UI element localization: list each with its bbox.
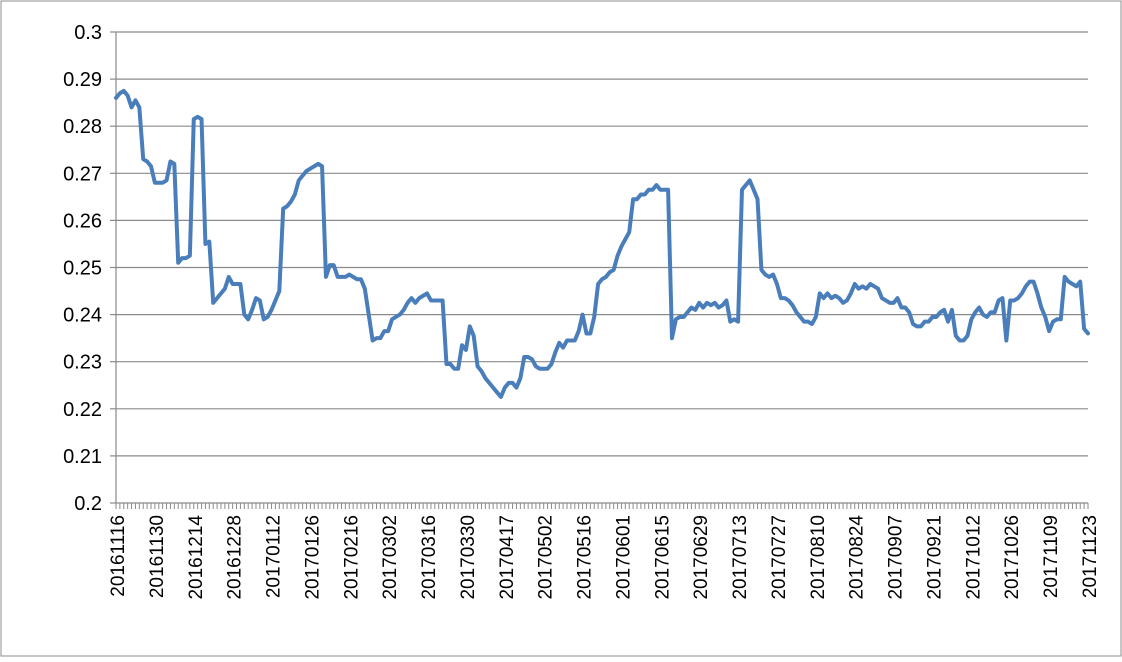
- x-tick-label: 20170713: [730, 515, 751, 600]
- x-tick-label: 20161214: [186, 515, 207, 600]
- x-tick-label: 20170601: [613, 515, 634, 600]
- x-tick-label: 20171012: [963, 515, 984, 600]
- y-tick-label: 0.3: [74, 22, 102, 44]
- x-tick-label: 20170921: [924, 515, 945, 600]
- series-layer: [114, 88, 1090, 400]
- y-tick-label: 0.29: [63, 69, 102, 91]
- gridlines: [116, 31, 1088, 457]
- x-tick-label: 20170629: [691, 515, 712, 600]
- x-tick-label: 20170330: [458, 515, 479, 600]
- y-tick-label: 0.22: [63, 399, 102, 421]
- series-line: [114, 88, 1090, 400]
- x-tick-label: 20170316: [419, 515, 440, 600]
- x-axis-ticks: 20161116 20161130 20161214 20161228 20170112…: [108, 503, 1101, 600]
- x-tick-label: 20171026: [1002, 515, 1023, 600]
- x-tick-label: 20170907: [886, 515, 907, 600]
- x-tick-label: 20161130: [147, 515, 168, 598]
- x-tick-label: 20170112: [264, 515, 285, 598]
- x-tick-label: 20170126: [302, 515, 323, 600]
- x-tick-label: 20170824: [847, 515, 868, 600]
- x-tick-label: 20170810: [808, 515, 829, 600]
- y-tick-label: 0.24: [63, 305, 102, 327]
- x-tick-label: 20161116: [108, 515, 129, 597]
- y-tick-label: 0.25: [63, 258, 102, 280]
- y-axis-ticks: 0.3 0.29 0.28 0.27 0.26 0.25 0.24 0.23 0.22 0.21 0…: [63, 22, 116, 515]
- x-tick-label: 20161228: [225, 515, 246, 600]
- x-tick-label: 20170615: [652, 515, 673, 600]
- y-tick-label: 0.27: [63, 163, 102, 185]
- y-tick-label: 0.23: [63, 352, 102, 374]
- x-tick-label: 20170417: [497, 515, 518, 600]
- x-tick-label: 20170302: [380, 515, 401, 600]
- x-tick-label: 20170216: [341, 515, 362, 600]
- x-tick-label: 20170727: [769, 515, 790, 600]
- y-tick-label: 0.21: [63, 446, 102, 468]
- x-tick-label: 20171109: [1041, 515, 1062, 598]
- y-tick-label: 0.26: [63, 210, 102, 232]
- x-tick-label: 20171123: [1080, 515, 1101, 598]
- x-tick-label: 20170502: [536, 515, 557, 600]
- y-tick-label: 0.28: [63, 116, 102, 138]
- x-tick-label: 20170516: [575, 515, 596, 600]
- y-tick-label: 0.2: [74, 493, 102, 515]
